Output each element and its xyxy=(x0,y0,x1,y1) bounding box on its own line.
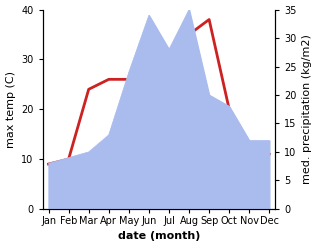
Y-axis label: med. precipitation (kg/m2): med. precipitation (kg/m2) xyxy=(302,34,313,184)
X-axis label: date (month): date (month) xyxy=(118,231,200,242)
Y-axis label: max temp (C): max temp (C) xyxy=(5,71,16,148)
